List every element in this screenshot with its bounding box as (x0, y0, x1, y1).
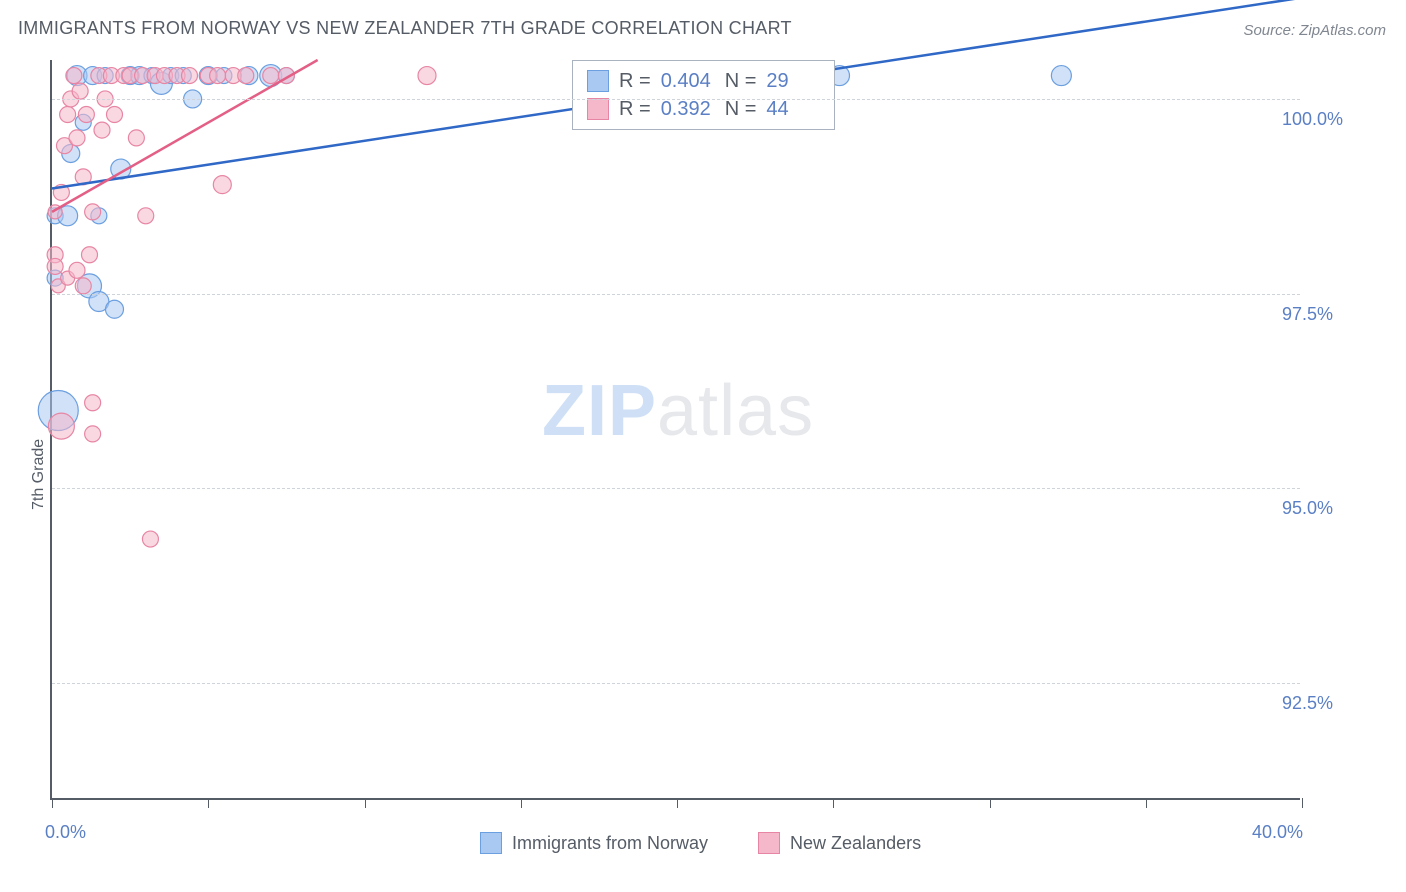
legend-r-value-0: 0.404 (661, 70, 715, 93)
data-point (182, 68, 198, 84)
legend-label-0: Immigrants from Norway (512, 833, 708, 854)
data-point (60, 107, 76, 123)
data-point (47, 258, 63, 274)
data-point (138, 208, 154, 224)
chart-title: IMMIGRANTS FROM NORWAY VS NEW ZEALANDER … (18, 18, 792, 39)
y-tick-label: 92.5% (1282, 693, 1333, 714)
legend-row-series-0: R = 0.404 N = 29 (587, 67, 820, 95)
swatch-bottom-0 (480, 832, 502, 854)
data-point (263, 68, 279, 84)
data-point (75, 278, 91, 294)
x-tick (365, 798, 366, 808)
data-point (82, 247, 98, 263)
data-point (72, 83, 88, 99)
data-point (85, 426, 101, 442)
legend-n-label: N = (725, 98, 757, 121)
x-tick-label: 40.0% (1252, 822, 1303, 843)
data-point (69, 130, 85, 146)
data-point (210, 68, 226, 84)
data-point (78, 107, 94, 123)
plot-area: ZIPatlas R = 0.404 N = 29 R = 0.392 N = … (50, 60, 1300, 800)
data-point (48, 413, 74, 439)
data-point (213, 176, 231, 194)
y-tick-label: 97.5% (1282, 304, 1333, 325)
data-point (85, 204, 101, 220)
x-tick (52, 798, 53, 808)
legend-n-label: N = (725, 70, 757, 93)
gridline-h (52, 99, 1300, 100)
legend-item-1: New Zealanders (758, 832, 921, 854)
x-tick (1302, 798, 1303, 808)
data-point (238, 68, 254, 84)
gridline-h (52, 294, 1300, 295)
y-tick-label: 100.0% (1282, 109, 1343, 130)
data-point (107, 107, 123, 123)
data-point (1051, 66, 1071, 86)
legend-r-label: R = (619, 98, 651, 121)
correlation-legend: R = 0.404 N = 29 R = 0.392 N = 44 (572, 60, 835, 130)
plot-svg (52, 60, 1300, 798)
legend-n-value-1: 44 (766, 98, 820, 121)
legend-r-value-1: 0.392 (661, 98, 715, 121)
legend-r-label: R = (619, 70, 651, 93)
source-attribution: Source: ZipAtlas.com (1243, 22, 1386, 39)
data-point (142, 531, 158, 547)
gridline-h (52, 488, 1300, 489)
bottom-legend: Immigrants from Norway New Zealanders (480, 832, 921, 854)
data-point (85, 395, 101, 411)
swatch-bottom-1 (758, 832, 780, 854)
x-tick (208, 798, 209, 808)
legend-item-0: Immigrants from Norway (480, 832, 708, 854)
data-point (94, 122, 110, 138)
x-tick (990, 798, 991, 808)
x-tick (521, 798, 522, 808)
data-point (69, 262, 85, 278)
legend-label-1: New Zealanders (790, 833, 921, 854)
y-axis-label: 7th Grade (30, 439, 48, 510)
data-point (106, 300, 124, 318)
gridline-h (52, 683, 1300, 684)
swatch-series-0 (587, 70, 609, 92)
data-point (66, 68, 82, 84)
x-tick (1146, 798, 1147, 808)
x-tick (677, 798, 678, 808)
x-tick (833, 798, 834, 808)
swatch-series-1 (587, 98, 609, 120)
data-point (418, 67, 436, 85)
legend-n-value-0: 29 (766, 70, 820, 93)
x-tick-label: 0.0% (45, 822, 86, 843)
data-point (128, 130, 144, 146)
y-tick-label: 95.0% (1282, 498, 1333, 519)
